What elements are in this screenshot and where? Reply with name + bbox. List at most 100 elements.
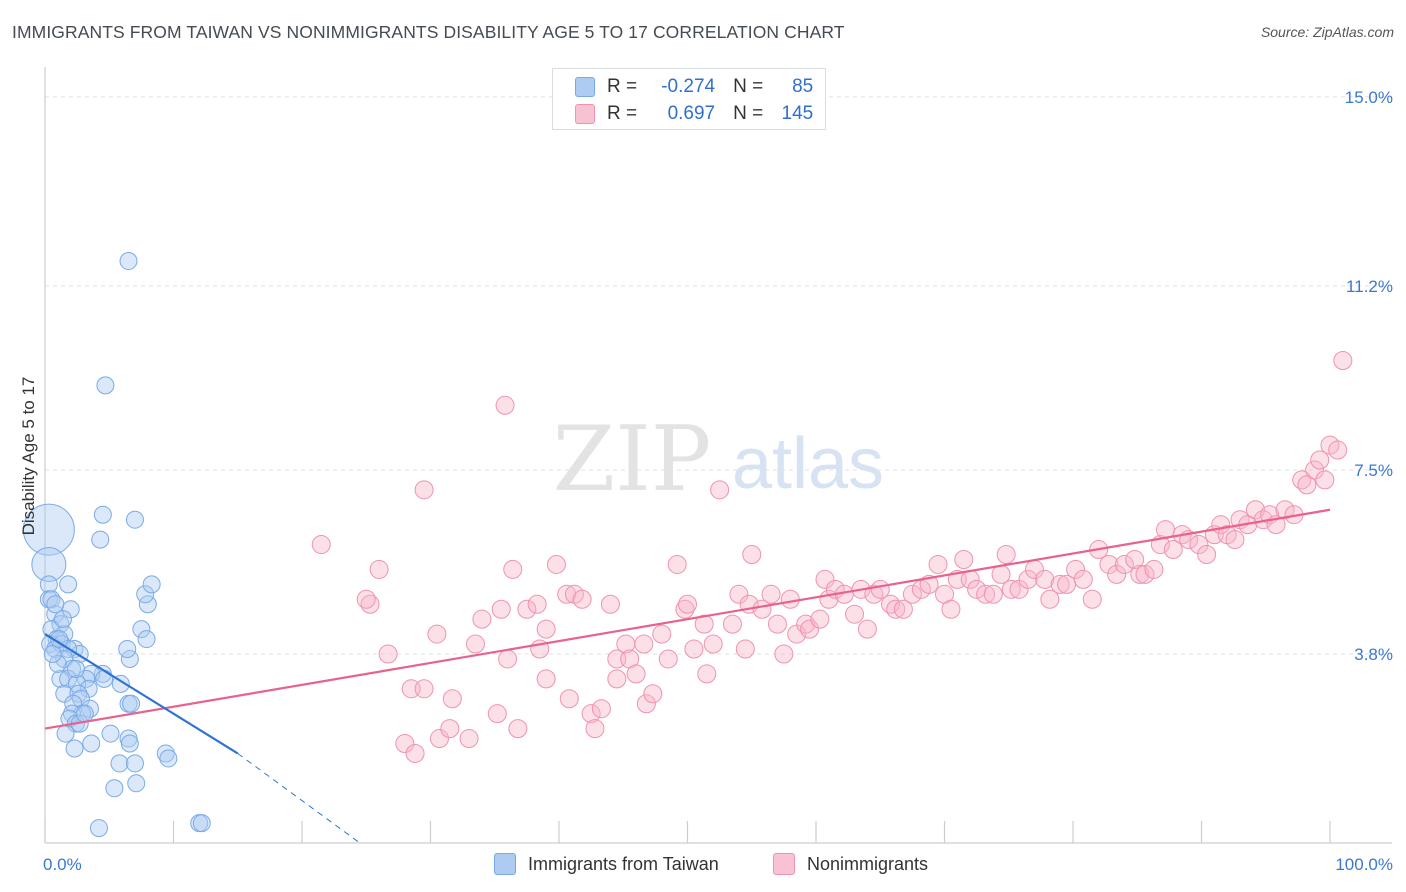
nonimmigrant-point <box>311 535 331 555</box>
nonimmigrant-point <box>1050 574 1070 594</box>
gridlines <box>45 96 1392 655</box>
nonimmigrant-point <box>928 554 948 574</box>
nonimmigrant-point <box>684 639 704 659</box>
taiwan-point <box>96 376 115 395</box>
nonimmigrant-point <box>546 554 566 574</box>
nonimmigrant-point <box>1073 569 1093 589</box>
nonimmigrant-point <box>1001 579 1021 599</box>
taiwan-point <box>55 684 74 703</box>
nonimmigrant-point <box>886 599 906 619</box>
nonimmigrant-point <box>722 614 742 634</box>
x-tick-label: 100.0% <box>1335 855 1393 874</box>
taiwan-point <box>110 754 129 773</box>
nonimmigrant-point <box>1130 564 1150 584</box>
legend-n-value-taiwan: 85 <box>792 76 814 97</box>
taiwan-point <box>68 674 87 693</box>
nonimmigrant-point <box>810 609 830 629</box>
legend-swatch-taiwan <box>575 77 595 97</box>
bottom-legend-nonimmigrants[interactable]: Nonimmigrants <box>773 852 928 876</box>
taiwan-point <box>156 744 175 763</box>
taiwan-point <box>59 669 78 688</box>
legend-n-label: N = <box>733 103 764 124</box>
legend-r-label: R = <box>607 103 638 124</box>
nonimmigrant-point <box>1305 460 1325 480</box>
nonimmigrant-point <box>893 599 913 619</box>
nonimmigrant-point <box>414 480 434 500</box>
nonimmigrant-point <box>703 634 723 654</box>
nonimmigrant-point <box>498 649 518 669</box>
nonimmigrant-point <box>652 624 672 644</box>
nonimmigrant-point <box>1135 564 1155 584</box>
nonimmigrant-point <box>581 704 601 724</box>
taiwan-point <box>125 754 144 773</box>
nonimmigrant-point <box>941 599 961 619</box>
nonimmigrant-point <box>491 599 511 619</box>
nonimmigrant-point <box>356 589 376 609</box>
nonimmigrant-point <box>414 679 434 699</box>
nonimmigrant-point <box>585 719 605 739</box>
nonimmigrant-point <box>864 584 884 604</box>
nonimmigrant-point <box>572 589 592 609</box>
taiwan-point <box>51 615 70 634</box>
taiwan-point <box>69 684 88 703</box>
tick-labels: 3.8% 7.5% 11.2% 15.0% 0.0% 100.0% Disability A… <box>19 88 1393 874</box>
nonimmigrant-point <box>626 664 646 684</box>
taiwan-point <box>127 774 146 793</box>
nonimmigrant-point <box>1114 554 1134 574</box>
nonimmigrant-point <box>440 719 460 739</box>
y-tick-label: 3.8% <box>1354 645 1393 664</box>
taiwan-point <box>142 575 161 594</box>
nonimmigrant-point <box>774 644 794 664</box>
nonimmigrant-point <box>1066 559 1086 579</box>
nonimmigrant-point <box>800 619 820 639</box>
nonimmigrant-point <box>1125 549 1145 569</box>
taiwan-point <box>66 659 85 678</box>
nonimmigrant-point <box>427 624 447 644</box>
legend-n-value-nonimmigrants: 145 <box>781 103 814 124</box>
taiwan-point <box>46 595 65 614</box>
nonimmigrant-point <box>1310 450 1330 470</box>
nonimmigrant-point <box>667 554 687 574</box>
nonimmigrant-point <box>1315 470 1335 490</box>
nonimmigrant-point <box>465 634 485 654</box>
y-tick-label: 11.2% <box>1346 277 1393 296</box>
nonimmigrant-point <box>767 614 787 634</box>
taiwan-point <box>43 644 62 663</box>
chart-title: IMMIGRANTS FROM TAIWAN VS NONIMMIGRANTS … <box>12 22 845 42</box>
nonimmigrant-point <box>729 584 749 604</box>
taiwan-point <box>132 620 151 639</box>
nonimmigrant-point <box>503 559 523 579</box>
nonimmigrant-point <box>459 729 479 749</box>
nonimmigrant-point <box>1333 351 1353 371</box>
nonimmigrant-point <box>996 545 1016 565</box>
nonimmigrant-point <box>1099 554 1119 574</box>
taiwan-point <box>192 814 211 833</box>
nonimmigrant-point <box>634 634 654 654</box>
nonimmigrant-point <box>1189 535 1209 555</box>
taiwan-point <box>93 505 112 524</box>
nonimmigrant-point <box>678 594 697 614</box>
taiwan-point <box>136 585 155 604</box>
watermark-zip: ZIP <box>553 407 712 512</box>
legend-r-value-nonimmigrants: 0.697 <box>667 103 716 124</box>
y-axis-title: Disability Age 5 to 17 <box>19 377 38 536</box>
taiwan-point <box>65 739 84 758</box>
nonimmigrant-point <box>495 395 515 415</box>
nonimmigrant-point <box>559 689 579 709</box>
legend-r-label: R = <box>607 76 638 97</box>
nonimmigrant-point <box>1018 569 1038 589</box>
nonimmigrant-point <box>983 584 1003 604</box>
nonimmigrant-point <box>591 699 611 719</box>
taiwan-point <box>119 252 138 271</box>
taiwan-point <box>101 724 120 743</box>
nonimmigrant-point <box>517 599 537 619</box>
taiwan-point <box>62 704 81 723</box>
y-tick-label: 7.5% <box>1354 461 1393 480</box>
taiwan-point <box>79 679 98 698</box>
legend-swatch-nonimmigrants <box>575 104 595 124</box>
taiwan-point <box>105 779 124 798</box>
x-tick-label: 0.0% <box>43 855 82 874</box>
nonimmigrant-point <box>487 704 507 724</box>
source-label: Source: ZipAtlas.com <box>1260 24 1394 40</box>
bottom-legend-taiwan[interactable]: Immigrants from Taiwan <box>494 852 719 876</box>
